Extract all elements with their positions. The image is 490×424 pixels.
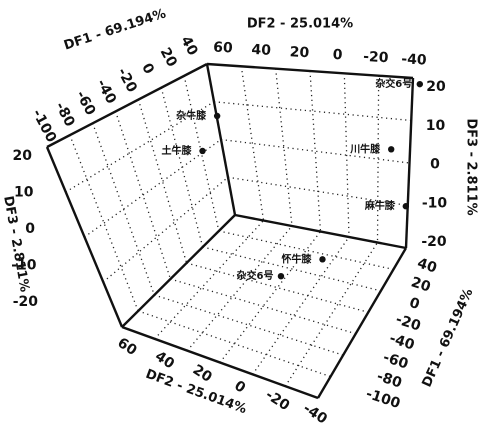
df1-right-tick-label: 0 — [407, 295, 421, 313]
floor-gridline — [137, 310, 331, 378]
data-point-marker — [213, 112, 221, 120]
df2-top-tick-label: 60 — [213, 40, 234, 57]
df3-right-axis-title: DF3 - 2.811% — [464, 118, 479, 215]
floor-gridline — [186, 262, 369, 313]
left-wall-gridline — [160, 87, 204, 248]
data-point-label: 怀牛膝 — [281, 252, 312, 265]
df2-bottom-tick-label: 60 — [114, 335, 139, 359]
df2-top-tick-label: -40 — [401, 51, 427, 68]
frame-edge-right-back — [404, 77, 415, 249]
data-point-label: 麻牛膝 — [364, 199, 396, 212]
frame-edge-floor-right — [316, 247, 408, 399]
df3-left-tick-label: 0 — [25, 221, 35, 237]
floor-gridline — [218, 230, 394, 271]
floor-gridline — [252, 236, 350, 375]
left-wall-gridline — [92, 123, 155, 296]
df2-bottom-tick-label: -20 — [262, 387, 292, 414]
df1-top-tick-label: 0 — [138, 61, 157, 77]
df2-top-tick-label: 40 — [251, 42, 272, 59]
left-wall-gridline — [102, 176, 229, 283]
data-point-marker — [319, 256, 326, 263]
back-wall-gridline — [343, 73, 350, 238]
df1-top-tick-label: -80 — [52, 100, 78, 130]
df1-top-tick-label: 40 — [177, 34, 200, 59]
df3-left-tick-label: -20 — [13, 294, 39, 310]
data-point-label: 杂牛膝 — [176, 109, 207, 122]
left-wall-gridline — [84, 138, 222, 238]
df3-right-tick-label: 0 — [430, 157, 440, 173]
df3-left-tick-label: 20 — [13, 148, 33, 164]
data-point-label: 土牛膝 — [162, 144, 193, 157]
data-point-marker — [199, 147, 206, 155]
df1-top-tick-label: -60 — [72, 88, 98, 118]
floor-gridline — [154, 294, 344, 356]
df1-right-tick-label: -40 — [387, 330, 416, 353]
df1-right-tick-label: 40 — [415, 255, 439, 276]
left-wall-gridline — [114, 111, 172, 280]
df2-top-tick-label: 0 — [332, 47, 343, 64]
data-point-marker — [402, 203, 410, 210]
data-point-label: 杂交6号 — [236, 269, 273, 282]
df1-top-tick-label: -40 — [93, 77, 119, 107]
df1-right-axis-title: DF1 - 69.194% — [420, 286, 477, 389]
frame-edge-left-vertical — [45, 146, 124, 328]
data-point-marker — [416, 80, 423, 88]
frame-edge-back-bottom — [234, 213, 407, 250]
df3-left-axis-title: DF3 - 2.811% — [0, 195, 32, 293]
frame-edge-inner-vertical — [205, 63, 237, 216]
data-point-label: 川牛膝 — [349, 142, 381, 155]
df3-right-tick-label: 20 — [426, 79, 446, 95]
left-wall-gridline — [65, 101, 215, 193]
data-point-marker — [277, 273, 285, 280]
data-point-marker — [388, 146, 395, 153]
df1-right-tick-label: 20 — [409, 274, 433, 295]
floor-gridline — [170, 278, 356, 335]
df3-left-tick-label: -10 — [11, 258, 37, 274]
grid-lines — [65, 66, 412, 387]
plot-frame — [45, 62, 415, 400]
df2-bottom-tick-label: -40 — [300, 400, 330, 424]
left-wall-gridline — [137, 99, 188, 264]
df2-top-tick-label: -20 — [363, 49, 389, 66]
df1-top-tick-label: 20 — [157, 45, 180, 70]
df1-right-tick-label: -80 — [375, 368, 404, 391]
df2-top-tick-label: 20 — [289, 44, 310, 61]
df1-right-tick-label: -20 — [394, 311, 423, 334]
df3-right-tick-label: -10 — [422, 195, 448, 211]
df2-bottom-tick-label: 0 — [231, 378, 248, 397]
floor-gridline — [202, 246, 382, 292]
df3-right-tick-label: 10 — [426, 118, 446, 134]
df3-left-tick-label: 10 — [14, 185, 34, 201]
frame-edge-left-top — [46, 62, 208, 149]
back-wall-gridline — [240, 66, 265, 221]
df1-top-axis-title: DF1 - 69.194% — [62, 6, 168, 53]
frame-edge-top-back — [206, 62, 414, 80]
floor-gridline — [219, 231, 322, 363]
frame-edge-floor-front — [121, 325, 319, 400]
df1-right-tick-label: -60 — [381, 349, 410, 372]
frame-edge-floor-left — [121, 214, 236, 328]
df2-top-axis-title: DF2 - 25.014% — [247, 17, 353, 32]
df3-right-tick-label: -20 — [421, 234, 447, 250]
df1-top-tick-label: -20 — [114, 65, 140, 95]
data-point-label: 杂交6号 — [375, 77, 412, 90]
